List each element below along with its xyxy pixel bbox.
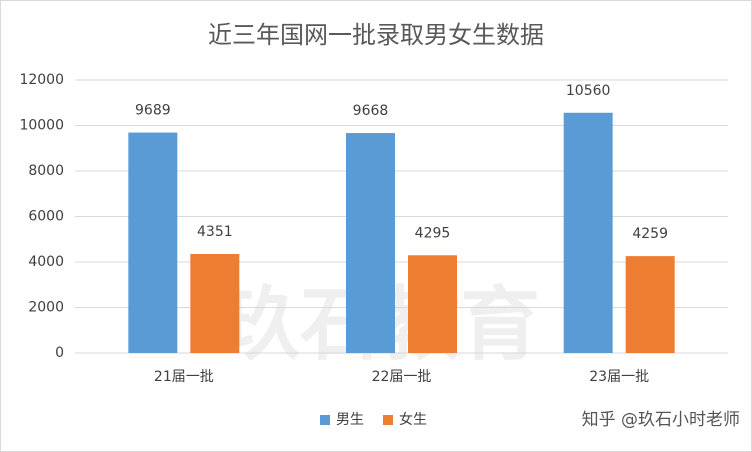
- x-tick-label: 21届一批: [154, 369, 214, 385]
- bar: [190, 254, 240, 353]
- data-label: 4351: [197, 224, 233, 240]
- y-tick-label: 12000: [19, 72, 64, 88]
- legend-label: 女生: [399, 411, 427, 428]
- legend-swatch: [320, 415, 330, 425]
- chart-title: 近三年国网一批录取男女生数据: [208, 21, 544, 49]
- y-tick-label: 6000: [28, 209, 64, 225]
- bar: [346, 133, 395, 353]
- data-label: 4295: [415, 225, 451, 241]
- watermark: 知乎 @玖石小时老师: [582, 410, 740, 430]
- y-tick-label: 8000: [28, 163, 64, 179]
- bar: [563, 112, 613, 353]
- legend-swatch: [383, 415, 393, 425]
- y-tick-label: 4000: [28, 254, 64, 270]
- data-label: 9689: [135, 103, 171, 119]
- x-tick-label: 22届一批: [372, 369, 432, 385]
- bar: [625, 256, 675, 353]
- y-tick-label: 10000: [19, 118, 64, 134]
- x-tick-label: 23届一批: [589, 369, 649, 385]
- y-tick-label: 2000: [28, 300, 64, 316]
- bar: [408, 255, 457, 353]
- data-label: 4259: [632, 226, 668, 242]
- legend-label: 男生: [336, 412, 364, 428]
- bar: [128, 132, 178, 353]
- y-tick-label: 0: [55, 345, 64, 361]
- data-label: 10560: [566, 83, 611, 99]
- data-label: 9668: [353, 103, 389, 119]
